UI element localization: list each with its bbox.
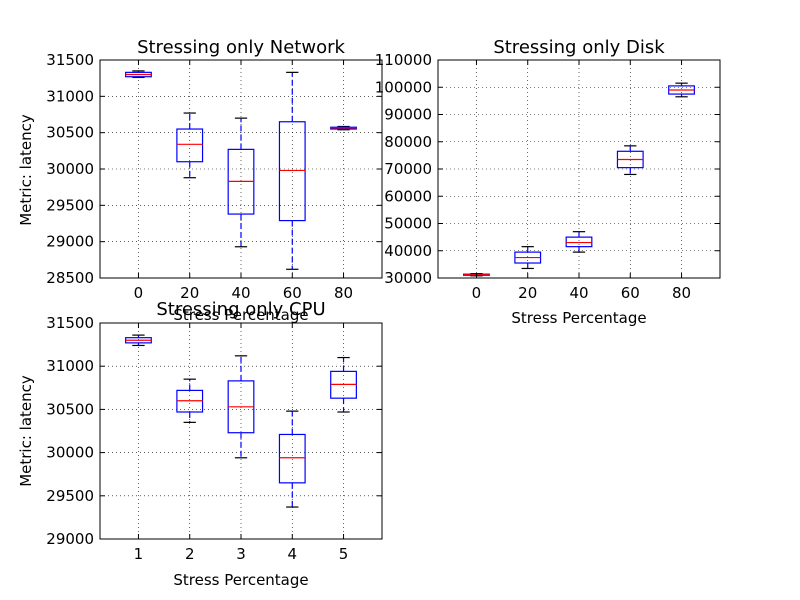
disk-subplot: 30000 40000 50000 60000 70000 80000 90000 10000… bbox=[375, 37, 721, 327]
cpu-xtick-label-1: 2 bbox=[185, 545, 195, 563]
network-ylabel: Metric: latency bbox=[17, 114, 35, 226]
cpu-xtick-label-3: 4 bbox=[287, 545, 297, 563]
disk-ytick-label-1: 40000 bbox=[384, 242, 432, 260]
disk-ytick-label-8: 110000 bbox=[375, 51, 432, 69]
disk-ytick-label-5: 80000 bbox=[384, 133, 432, 151]
cpu-box-0 bbox=[125, 334, 152, 347]
disk-ytick-label-6: 90000 bbox=[384, 106, 432, 124]
network-xtick-label-0: 0 bbox=[134, 284, 144, 302]
disk-xtick-label-2: 40 bbox=[569, 284, 588, 302]
network-ytick-label-0: 28500 bbox=[46, 269, 94, 287]
disk-box-1 bbox=[514, 246, 542, 270]
disk-xtick-label-4: 80 bbox=[672, 284, 691, 302]
cpu-box-2 bbox=[227, 355, 255, 459]
cpu-subplot: 29000 29500 30000 30500 31000 31500 1 2 3 4 5 Stres… bbox=[17, 299, 383, 589]
network-box-3 bbox=[278, 71, 306, 270]
network-subplot: 28500 29000 29500 30000 30500 31000 31500 0 20 40… bbox=[17, 37, 383, 302]
cpu-box-1 bbox=[176, 378, 204, 423]
cpu-xlabel: Stress Percentage bbox=[173, 571, 308, 589]
cpu-ytick-label-5: 31500 bbox=[46, 314, 94, 332]
cpu-ylabel: Metric: latency bbox=[17, 375, 35, 487]
cpu-xtick-label-4: 5 bbox=[339, 545, 349, 563]
disk-xtick-label-0: 0 bbox=[472, 284, 482, 302]
cpu-ytick-label-1: 29500 bbox=[46, 487, 94, 505]
disk-ytick-label-4: 70000 bbox=[384, 160, 432, 178]
network-xtick-label-4: 80 bbox=[334, 284, 353, 302]
disk-xlabel: Stress Percentage bbox=[511, 309, 646, 327]
network-xlabel: Stress Percentage bbox=[173, 306, 308, 324]
network-iqr-rect-3 bbox=[278, 121, 306, 222]
cpu-box-3 bbox=[278, 410, 306, 508]
cpu-iqr-rect-3 bbox=[278, 433, 306, 484]
network-box-0 bbox=[125, 70, 152, 79]
disk-box-3 bbox=[616, 145, 644, 176]
disk-box-4 bbox=[668, 82, 695, 98]
disk-xtick-label-3: 60 bbox=[621, 284, 640, 302]
cpu-xtick-label-2: 3 bbox=[236, 545, 246, 563]
cpu-ytick-label-0: 29000 bbox=[46, 530, 94, 548]
network-ytick-label-2: 29500 bbox=[46, 196, 94, 214]
network-xtick-label-2: 40 bbox=[231, 284, 250, 302]
disk-xtick-label-1: 20 bbox=[518, 284, 537, 302]
disk-title: Stressing only Disk bbox=[493, 37, 665, 58]
network-ytick-label-4: 30500 bbox=[46, 124, 94, 142]
disk-ytick-label-7: 100000 bbox=[375, 78, 432, 96]
network-iqr-rect-1 bbox=[176, 128, 204, 163]
network-xtick-label-1: 20 bbox=[180, 284, 199, 302]
disk-ytick-label-0: 30000 bbox=[384, 269, 432, 287]
network-ytick-label-1: 29000 bbox=[46, 233, 94, 251]
network-box-1 bbox=[176, 112, 204, 179]
cpu-box-4 bbox=[330, 356, 357, 413]
cpu-title: Stressing only CPU bbox=[156, 299, 325, 320]
disk-iqr-rect-2 bbox=[565, 236, 593, 248]
cpu-ytick-label-4: 31000 bbox=[46, 357, 94, 375]
network-ytick-label-3: 30000 bbox=[46, 160, 94, 178]
cpu-ytick-label-3: 30500 bbox=[46, 400, 94, 418]
network-title: Stressing only Network bbox=[137, 37, 345, 58]
cpu-ytick-label-2: 30000 bbox=[46, 444, 94, 462]
network-box-2 bbox=[227, 117, 255, 248]
disk-box-2 bbox=[565, 231, 593, 253]
disk-ytick-label-3: 60000 bbox=[384, 187, 432, 205]
network-box-4 bbox=[330, 125, 357, 131]
network-ytick-label-5: 31000 bbox=[46, 87, 94, 105]
cpu-xtick-label-0: 1 bbox=[134, 545, 144, 563]
network-ytick-label-6: 31500 bbox=[46, 51, 94, 69]
network-xtick-label-3: 60 bbox=[283, 284, 302, 302]
disk-ytick-label-2: 50000 bbox=[384, 215, 432, 233]
